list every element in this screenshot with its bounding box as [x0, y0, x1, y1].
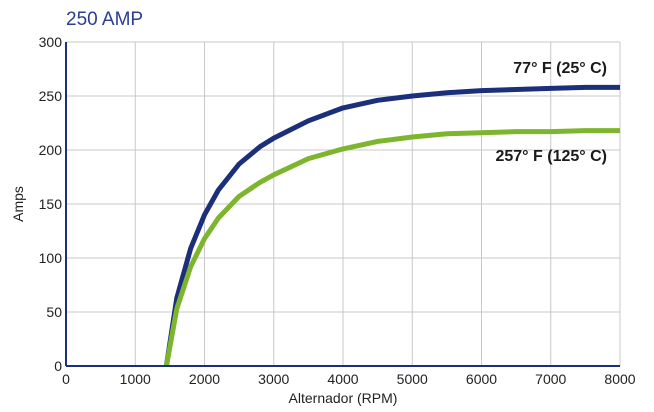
y-tick-label-4: 200 [39, 142, 63, 158]
series-label-257f: 257° F (125° C) [495, 148, 607, 165]
y-tick-label-1: 50 [46, 304, 62, 320]
x-tick-label-2: 2000 [189, 371, 220, 387]
y-tick-label-6: 300 [39, 34, 63, 50]
chart-ticks: 0 1000 2000 3000 4000 5000 6000 7000 8000 0 50 100 1… [39, 34, 636, 387]
y-tick-label-5: 250 [39, 88, 63, 104]
x-tick-label-7: 7000 [535, 371, 566, 387]
x-axis-label: Alternador (RPM) [289, 390, 398, 406]
series-label-77f: 77° F (25° C) [513, 60, 607, 77]
y-axis-label: Amps [10, 186, 26, 222]
y-tick-label-3: 150 [39, 196, 63, 212]
x-tick-label-6: 6000 [466, 371, 497, 387]
chart-axes [65, 42, 620, 367]
series-line-1 [163, 128, 620, 367]
series-line-0 [163, 84, 620, 367]
x-tick-label-5: 5000 [397, 371, 428, 387]
y-tick-label-0: 0 [54, 358, 62, 374]
x-tick-label-1: 1000 [120, 371, 151, 387]
x-tick-label-3: 3000 [258, 371, 289, 387]
chart-title: 250 AMP [66, 9, 143, 30]
x-tick-label-0: 0 [62, 371, 70, 387]
series-lines [163, 84, 620, 367]
x-tick-label-8: 8000 [604, 371, 635, 387]
x-tick-label-4: 4000 [327, 371, 358, 387]
y-tick-label-2: 100 [39, 250, 63, 266]
